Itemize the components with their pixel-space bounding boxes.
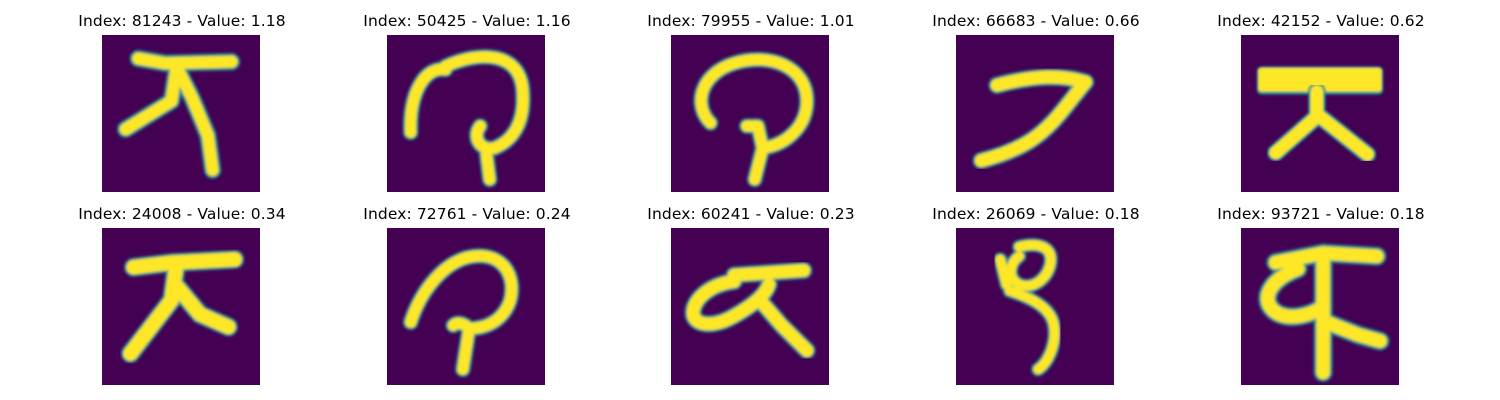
panel-title: Index: 50425 - Value: 1.16 [363,12,571,30]
character-image [1241,35,1399,192]
panel-title: Index: 81243 - Value: 1.18 [78,12,286,30]
character-image [387,35,545,192]
grid-panel-7: Index: 72761 - Value: 0.24 [325,205,609,389]
grid-panel-6: Index: 24008 - Value: 0.34 [40,205,324,389]
character-image [1241,228,1399,385]
grid-panel-9: Index: 26069 - Value: 0.18 [894,205,1178,389]
grid-panel-10: Index: 93721 - Value: 0.18 [1179,205,1463,389]
character-image [671,228,829,385]
grid-panel-8: Index: 60241 - Value: 0.23 [609,205,893,389]
panel-title: Index: 26069 - Value: 0.18 [932,205,1140,223]
panel-title: Index: 79955 - Value: 1.01 [647,12,855,30]
panel-title: Index: 24008 - Value: 0.34 [78,205,286,223]
character-image [102,35,260,192]
grid-panel-2: Index: 50425 - Value: 1.16 [325,12,609,196]
panel-title: Index: 72761 - Value: 0.24 [363,205,571,223]
grid-panel-1: Index: 81243 - Value: 1.18 [40,12,324,196]
grid-panel-3: Index: 79955 - Value: 1.01 [609,12,893,196]
panel-title: Index: 93721 - Value: 0.18 [1217,205,1425,223]
character-image [102,228,260,385]
panel-title: Index: 60241 - Value: 0.23 [647,205,855,223]
panel-title: Index: 66683 - Value: 0.66 [932,12,1140,30]
grid-panel-4: Index: 66683 - Value: 0.66 [894,12,1178,196]
grid-panel-5: Index: 42152 - Value: 0.62 [1179,12,1463,196]
panel-title: Index: 42152 - Value: 0.62 [1217,12,1425,30]
character-image [671,35,829,192]
character-image [956,35,1114,192]
character-image [956,228,1114,385]
character-image [387,228,545,385]
